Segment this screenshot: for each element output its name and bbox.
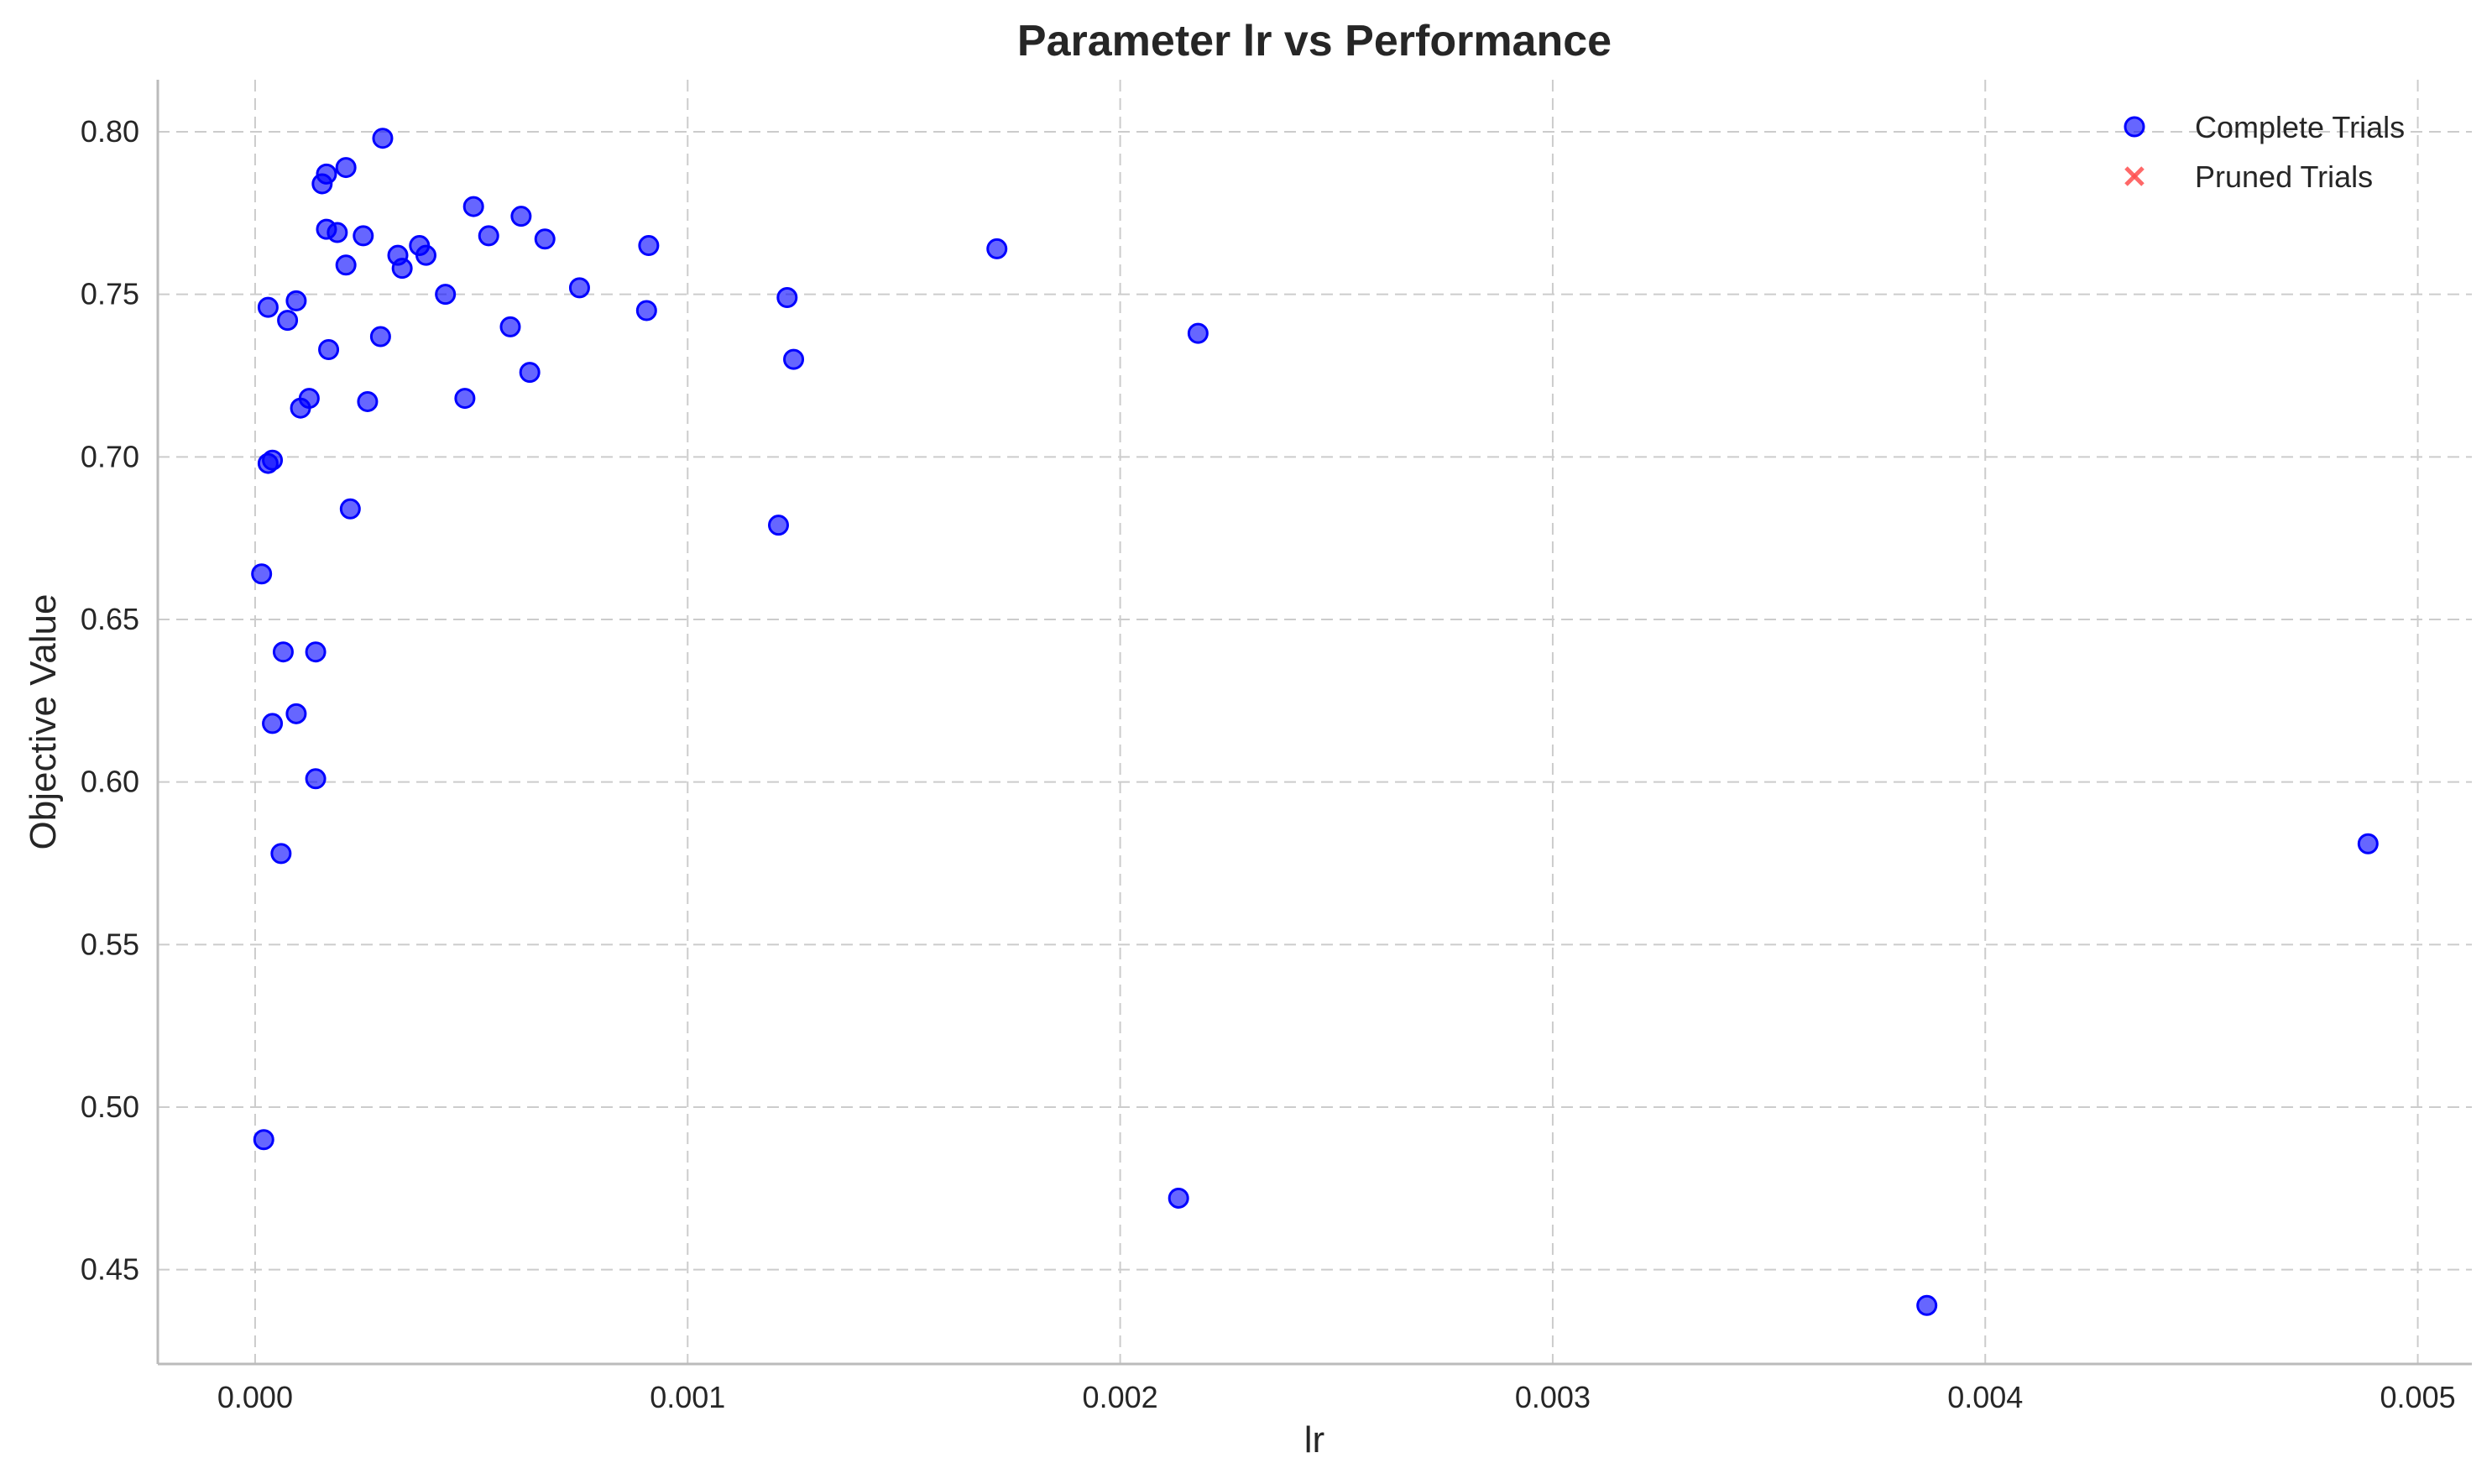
data-point (499, 316, 521, 337)
y-tick-label: 0.75 (81, 277, 139, 311)
axes-spines (156, 80, 2472, 1366)
data-point (339, 498, 361, 520)
legend: Complete Trials Pruned Trials (2124, 110, 2405, 194)
data-point (568, 277, 590, 299)
data-point (369, 326, 391, 347)
data-point (783, 348, 805, 370)
data-point (638, 235, 660, 257)
data-point (270, 843, 292, 865)
legend-label-complete: Complete Trials (2195, 110, 2405, 144)
data-points (251, 128, 2379, 1316)
x-tick-label: 0.000 (217, 1380, 293, 1414)
x-tick-label: 0.005 (2380, 1380, 2456, 1414)
data-point (454, 388, 476, 410)
x-tick-label: 0.001 (650, 1380, 725, 1414)
data-point (251, 563, 273, 585)
data-point (1187, 322, 1209, 344)
y-tick-label: 0.70 (81, 439, 139, 473)
data-point (277, 310, 299, 332)
data-point (519, 362, 541, 384)
data-point (298, 388, 320, 410)
data-point (1168, 1187, 1189, 1209)
data-point (1916, 1294, 1938, 1316)
y-tick-label: 0.50 (81, 1089, 139, 1124)
data-point (316, 163, 337, 185)
data-point (257, 296, 279, 318)
data-point (335, 157, 357, 179)
y-axis-label: Objective Value (23, 594, 64, 850)
data-point (415, 244, 437, 266)
data-point (357, 390, 379, 412)
y-tick-label: 0.60 (81, 765, 139, 799)
data-point (253, 1129, 274, 1151)
data-point (767, 515, 789, 536)
data-point (478, 225, 499, 247)
legend-label-pruned: Pruned Trials (2195, 159, 2373, 194)
data-point (776, 287, 798, 309)
x-tick-label: 0.004 (1947, 1380, 2023, 1414)
data-point (285, 290, 307, 311)
data-point (2357, 833, 2379, 854)
x-axis-label: lr (1304, 1419, 1324, 1460)
x-tick-labels: 0.000 0.001 0.002 0.003 0.004 0.005 (217, 1380, 2456, 1414)
y-tick-label: 0.55 (81, 927, 139, 961)
x-tick-label: 0.002 (1083, 1380, 1158, 1414)
data-point (372, 128, 394, 149)
data-point (272, 641, 294, 663)
data-point (318, 338, 340, 360)
data-point (635, 300, 657, 321)
data-point (327, 222, 348, 243)
data-point (305, 768, 327, 790)
x-tick-label: 0.003 (1515, 1380, 1591, 1414)
grid (158, 80, 2472, 1364)
data-point (435, 284, 457, 306)
data-point (391, 258, 413, 280)
data-point (305, 641, 327, 663)
y-tick-label: 0.65 (81, 602, 139, 636)
data-point (353, 225, 374, 247)
legend-marker-pruned (2124, 166, 2145, 186)
data-point (285, 703, 307, 724)
data-point (510, 206, 532, 227)
chart-title: Parameter lr vs Performance (1017, 17, 1612, 65)
data-point (262, 449, 284, 471)
y-tick-labels: 0.45 0.50 0.55 0.60 0.65 0.70 0.75 0.80 (81, 114, 139, 1287)
data-point (462, 196, 484, 217)
data-point (335, 254, 357, 276)
y-tick-label: 0.45 (81, 1252, 139, 1287)
y-tick-label: 0.80 (81, 114, 139, 149)
data-point (986, 238, 1008, 259)
data-point (534, 228, 556, 250)
legend-marker-complete (2124, 116, 2145, 138)
data-point (262, 713, 284, 734)
